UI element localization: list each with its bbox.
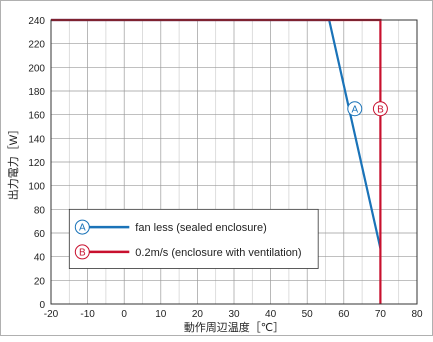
marker-circle: [372, 101, 388, 117]
y-tick-label: 60: [34, 229, 46, 240]
y-tick-label: 40: [34, 253, 46, 264]
legend-marker-letter: B: [79, 247, 86, 258]
x-tick-labels: -20 -10 0 10 20 30 40 50 60 70 80: [44, 309, 423, 320]
x-tick-label: 20: [192, 309, 204, 320]
y-tick-label: 20: [34, 276, 46, 287]
legend-item-b: B 0.2m/s (enclosure with ventilation): [74, 244, 302, 260]
y-tick-label: 80: [34, 205, 46, 216]
plot-frame: [50, 19, 418, 305]
y-tick-label: 100: [28, 182, 45, 193]
x-tick-label: 60: [338, 309, 350, 320]
x-tick-label: 0: [121, 309, 127, 320]
x-tick-label: 10: [155, 309, 167, 320]
legend-marker-letter: A: [79, 223, 86, 234]
y-tick-label: 220: [28, 40, 45, 51]
y-tick-label: 160: [28, 111, 45, 122]
x-tick-label: 80: [411, 309, 423, 320]
x-tick-label: -10: [80, 309, 95, 320]
x-tick-label: 50: [302, 309, 314, 320]
x-tick-label: -20: [44, 309, 59, 320]
y-tick-label: 0: [39, 300, 45, 311]
marker-circle: [347, 101, 363, 117]
x-tick-label: 30: [228, 309, 240, 320]
y-tick-label: 180: [28, 87, 45, 98]
marker-letter: B: [377, 104, 384, 115]
x-tick-label: 40: [265, 309, 277, 320]
y-tick-label: 240: [28, 16, 45, 27]
y-tick-label: 120: [28, 158, 45, 169]
y-tick-labels: 0 20 40 60 80 100 120 140 160 180 200 220 240: [28, 16, 45, 311]
curve-marker-a: A: [347, 101, 363, 117]
legend-box: [68, 208, 319, 269]
x-axis-title: 動作周辺温度［℃］: [184, 320, 284, 334]
legend-label: fan less (sealed enclosure): [135, 222, 266, 234]
y-tick-label: 200: [28, 63, 45, 74]
marker-letter: A: [351, 104, 358, 115]
legend-label: 0.2m/s (enclosure with ventilation): [135, 247, 301, 259]
y-tick-label: 140: [28, 134, 45, 145]
x-tick-label: 70: [375, 309, 387, 320]
y-axis-title: 出力電力［W］: [6, 124, 20, 200]
curve-marker-b: B: [372, 101, 388, 117]
